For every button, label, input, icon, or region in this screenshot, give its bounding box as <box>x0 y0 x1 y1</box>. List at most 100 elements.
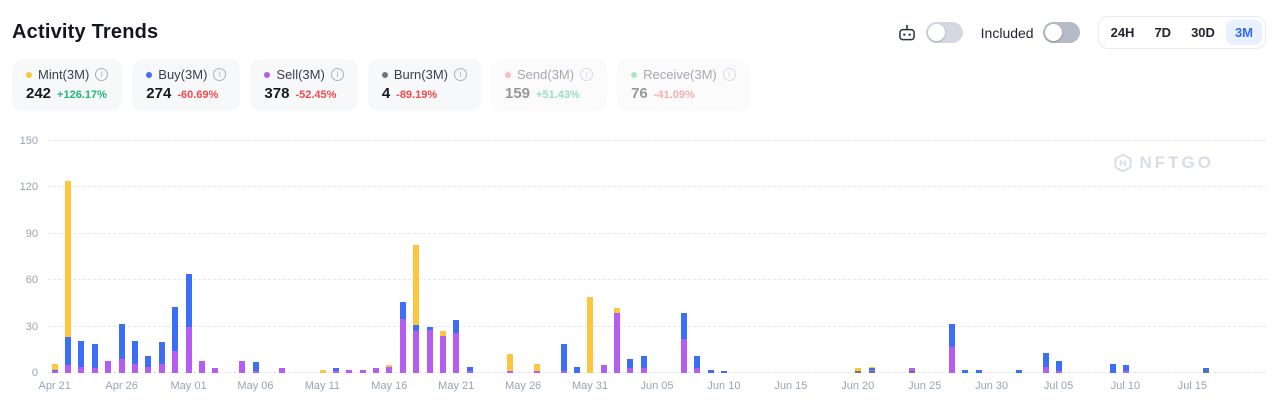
mint-segment <box>868 366 875 369</box>
wash-trading-control <box>897 22 963 43</box>
buy-segment <box>868 368 875 370</box>
buy-segment <box>453 320 460 333</box>
buy-segment <box>975 369 982 373</box>
sell-segment <box>132 363 139 373</box>
sell-segment <box>65 365 72 373</box>
included-control: Included <box>981 22 1080 43</box>
bar-slot <box>691 141 704 373</box>
range-3m-button[interactable]: 3M <box>1225 20 1262 45</box>
stacked-bar <box>1002 141 1008 373</box>
stat-label-sell: Sell(3M) <box>276 67 325 82</box>
wash-trading-toggle[interactable] <box>925 22 963 43</box>
buy-segment <box>426 326 433 330</box>
stacked-bar <box>707 141 714 373</box>
stacked-bar <box>453 141 460 373</box>
bar-slot <box>932 141 945 373</box>
stacked-bar <box>600 141 607 373</box>
bar-slot <box>1133 141 1146 373</box>
bar-slot <box>289 141 302 373</box>
buy-segment <box>78 340 85 367</box>
sell-series-dot <box>264 71 271 78</box>
stat-card-burn[interactable]: Burn(3M) i 4 -89.19% <box>367 59 481 111</box>
bar-slot <box>1159 141 1172 373</box>
bar-slot <box>1186 141 1199 373</box>
stat-card-mint[interactable]: Mint(3M) i 242 +126.17% <box>12 59 123 111</box>
stacked-bar <box>815 141 821 373</box>
bar-slot <box>343 141 356 373</box>
x-tick-label: May 26 <box>505 380 542 392</box>
bar-slot <box>1119 141 1132 373</box>
bar-slot <box>262 141 275 373</box>
info-icon[interactable]: i <box>330 68 344 81</box>
stacked-bar <box>332 141 339 373</box>
x-tick-label: Jun 15 <box>774 380 808 392</box>
stat-card-receive[interactable]: Receive(3M) i 76 -41.09% <box>617 59 750 111</box>
bar-slot <box>838 141 851 373</box>
mint-segment <box>614 308 621 313</box>
header: Activity Trends Included 24H 7D <box>0 0 1280 59</box>
bar-slot <box>1079 141 1092 373</box>
bar-slot <box>811 141 824 373</box>
bar-slot <box>892 141 905 373</box>
mint-series-dot <box>26 71 32 78</box>
bar-slot <box>450 141 463 373</box>
stat-card-send[interactable]: Send(3M) i 159 +51.43% <box>491 59 608 111</box>
info-icon[interactable]: i <box>95 68 109 81</box>
sell-segment <box>373 368 380 373</box>
bar-slot <box>423 141 436 373</box>
stacked-bar <box>895 141 901 373</box>
x-tick-label: Apr 26 <box>105 380 138 392</box>
info-icon[interactable]: i <box>454 68 467 81</box>
bar-slot <box>784 141 797 373</box>
stacked-bar <box>1163 141 1169 373</box>
included-toggle[interactable] <box>1042 22 1080 43</box>
buy-segment <box>91 343 98 369</box>
info-icon[interactable]: i <box>580 68 594 81</box>
x-tick-label: Jul 10 <box>1110 380 1141 392</box>
bar-slot <box>155 141 168 373</box>
buy-segment <box>1042 352 1049 367</box>
info-icon[interactable]: i <box>722 68 736 81</box>
range-24h-button[interactable]: 24H <box>1102 20 1144 45</box>
bar-slot <box>1106 141 1119 373</box>
bar-slot <box>463 141 476 373</box>
stat-card-sell[interactable]: Sell(3M) i 378 -52.45% <box>250 59 358 111</box>
x-tick-label: May 01 <box>170 380 207 392</box>
bar-slot <box>878 141 891 373</box>
bar-slot <box>959 141 972 373</box>
bar-slot <box>1052 141 1065 373</box>
bar-slot <box>597 141 610 373</box>
stacked-bar <box>1083 141 1089 373</box>
bar-slot <box>102 141 115 373</box>
buy-segment <box>51 369 58 372</box>
range-7d-button[interactable]: 7D <box>1145 20 1180 45</box>
stat-label-mint: Mint(3M) <box>38 67 90 82</box>
bar-slot <box>1066 141 1079 373</box>
range-switcher: 24H 7D 30D 3M <box>1097 16 1266 49</box>
stat-value-receive: 76 <box>631 85 648 102</box>
burn-segment <box>855 371 862 373</box>
mint-segment <box>319 369 326 373</box>
bar-slot <box>396 141 409 373</box>
stacked-bar <box>399 141 406 373</box>
stacked-bar <box>1257 141 1263 373</box>
buy-segment <box>158 342 165 364</box>
sell-segment <box>158 363 165 373</box>
bar-slot <box>972 141 985 373</box>
chart-plot[interactable]: NFTGO <box>48 140 1266 373</box>
stat-value-send: 159 <box>505 85 531 102</box>
y-tick-label: 90 <box>25 227 38 240</box>
buy-segment <box>118 323 125 360</box>
bar-slot <box>356 141 369 373</box>
stacked-bar <box>855 141 862 373</box>
mint-segment <box>855 368 862 372</box>
sell-segment <box>252 371 259 373</box>
range-30d-button[interactable]: 30D <box>1182 20 1224 45</box>
stat-card-buy[interactable]: Buy(3M) i 274 -60.69% <box>132 59 241 111</box>
info-icon[interactable]: i <box>213 68 227 81</box>
sell-segment <box>1055 371 1062 373</box>
bar-slot <box>865 141 878 373</box>
bar-slot <box>61 141 74 373</box>
bar-slot <box>517 141 530 373</box>
stats-row: Mint(3M) i 242 +126.17% Buy(3M) i 274 -60.69% Se… <box>0 59 1280 111</box>
